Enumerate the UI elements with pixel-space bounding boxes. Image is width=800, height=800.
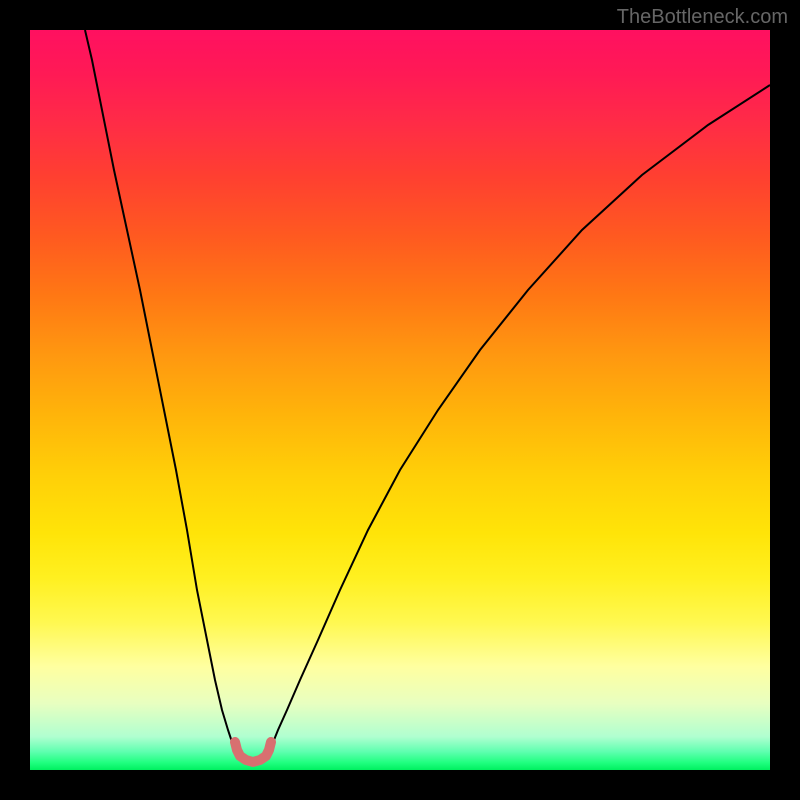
plot-area <box>30 30 770 770</box>
watermark-text: TheBottleneck.com <box>617 6 788 29</box>
bottleneck-curve-left <box>85 30 237 754</box>
bottleneck-curve-right <box>268 85 770 754</box>
curve-overlay <box>30 30 770 770</box>
valley-marker <box>235 742 271 762</box>
